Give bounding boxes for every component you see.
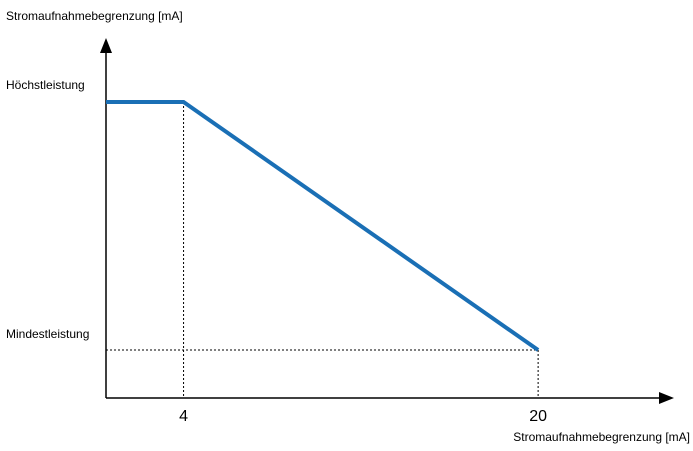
x-axis-arrow-icon: [659, 392, 674, 404]
y-axis-label: Stromaufnahmebegrenzung [mA]: [6, 9, 183, 23]
x-axis-label: Stromaufnahmebegrenzung [mA]: [513, 430, 690, 444]
y-level-min-label: Mindestleistung: [6, 327, 89, 341]
ticks-layer: 4 20: [179, 408, 547, 425]
y-axis-arrow-icon: [100, 38, 112, 53]
series-layer: [106, 100, 540, 352]
x-tick-label-4: 4: [179, 408, 188, 425]
x-tick-label-20: 20: [529, 408, 547, 425]
series-line-0: [106, 100, 540, 352]
guides-layer: [106, 102, 539, 398]
y-level-max-label: Höchstleistung: [6, 78, 85, 92]
